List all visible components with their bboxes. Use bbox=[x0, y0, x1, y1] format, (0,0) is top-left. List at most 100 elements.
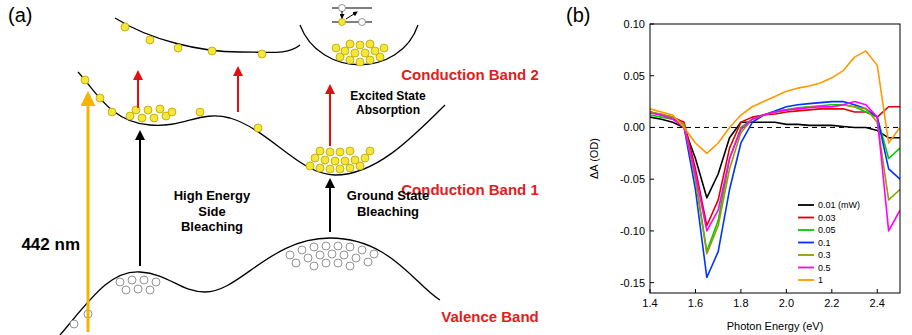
electron bbox=[336, 165, 344, 173]
series-line bbox=[650, 107, 900, 226]
hole bbox=[286, 251, 294, 259]
legend-label: 0.05 bbox=[818, 225, 836, 235]
hole bbox=[146, 286, 154, 294]
series-line bbox=[650, 102, 900, 231]
electron bbox=[208, 47, 216, 55]
y-tick bbox=[650, 75, 654, 76]
process-label-line: Excited State bbox=[350, 89, 426, 103]
band-label: Valence Band bbox=[441, 308, 539, 325]
hole bbox=[340, 251, 348, 259]
process-label: High EnergySideBleaching bbox=[174, 188, 251, 234]
legend-swatch bbox=[798, 217, 814, 219]
x-tick-label: 2.0 bbox=[779, 297, 794, 309]
electron bbox=[351, 156, 359, 164]
electron bbox=[326, 148, 334, 156]
hole bbox=[116, 278, 124, 286]
panel-label: (b) bbox=[566, 4, 590, 26]
electron bbox=[316, 164, 324, 172]
electron bbox=[254, 124, 262, 132]
hole bbox=[364, 258, 372, 266]
y-tick-label: -0.10 bbox=[620, 225, 645, 237]
inset-level bbox=[332, 8, 372, 9]
hole bbox=[310, 262, 318, 270]
legend-swatch bbox=[798, 267, 814, 269]
electron bbox=[341, 157, 349, 165]
x-tick-label: 2.4 bbox=[870, 297, 885, 309]
electron bbox=[126, 112, 134, 120]
arrow bbox=[87, 94, 90, 332]
legend-label: 0.1 bbox=[818, 238, 831, 248]
y-tick bbox=[650, 179, 654, 180]
electron bbox=[321, 156, 329, 164]
inset-arrow bbox=[346, 12, 357, 19]
hole bbox=[322, 259, 330, 267]
electron bbox=[371, 47, 379, 55]
electron bbox=[326, 165, 334, 173]
y-axis-title: ΔA (OD) bbox=[588, 138, 600, 179]
electron bbox=[174, 44, 182, 52]
plot-frame bbox=[650, 24, 900, 293]
y-tick bbox=[650, 282, 654, 283]
hole bbox=[370, 250, 378, 258]
series-line bbox=[650, 105, 900, 254]
plot-area bbox=[650, 51, 900, 278]
electron bbox=[366, 40, 374, 48]
hole bbox=[334, 242, 342, 250]
legend-label: 0.5 bbox=[818, 263, 831, 273]
y-tick-label: 0.10 bbox=[624, 18, 645, 30]
legend-swatch bbox=[798, 279, 814, 281]
x-tick-label: 1.6 bbox=[688, 297, 703, 309]
y-tick-label: -0.05 bbox=[620, 173, 645, 185]
legend: 0.01 (mW)0.030.050.10.30.51 bbox=[798, 200, 860, 285]
arrow bbox=[329, 86, 331, 146]
process-label-line: High Energy bbox=[174, 188, 251, 203]
electron bbox=[316, 147, 324, 155]
hole bbox=[122, 286, 130, 294]
conduction-band-2-curve bbox=[115, 18, 300, 52]
arrow bbox=[329, 180, 331, 232]
legend-label: 0.03 bbox=[818, 213, 836, 223]
hole bbox=[316, 251, 324, 259]
hole bbox=[140, 276, 148, 284]
electron bbox=[346, 147, 354, 155]
x-tick bbox=[831, 289, 832, 293]
electron bbox=[146, 36, 154, 44]
electron bbox=[156, 105, 164, 113]
electron bbox=[150, 114, 158, 122]
x-tick-label: 1.8 bbox=[733, 297, 748, 309]
hole bbox=[304, 254, 312, 262]
inset-hole bbox=[339, 5, 346, 12]
hole bbox=[70, 320, 78, 328]
inset-electron bbox=[339, 19, 346, 26]
arrow bbox=[139, 132, 141, 266]
electron bbox=[258, 50, 266, 58]
process-label: Ground StateBleaching bbox=[347, 188, 429, 219]
legend-swatch bbox=[798, 204, 814, 206]
y-tick-label: -0.15 bbox=[620, 277, 645, 289]
inset-level bbox=[332, 22, 372, 23]
panel-a: (a)442 nmConduction Band 2Conduction Ban… bbox=[8, 4, 539, 335]
process-label: Excited StateAbsorption bbox=[350, 89, 426, 117]
hole bbox=[352, 254, 360, 262]
y-tick-label: 0.05 bbox=[624, 70, 645, 82]
process-label-line: Absorption bbox=[356, 103, 420, 117]
hole bbox=[298, 246, 306, 254]
x-tick bbox=[786, 289, 787, 293]
series-line bbox=[650, 51, 900, 153]
legend-swatch bbox=[798, 229, 814, 231]
process-label-line: Bleaching bbox=[357, 204, 419, 219]
x-tick-label: 2.2 bbox=[824, 297, 839, 309]
electron bbox=[346, 164, 354, 172]
electron bbox=[356, 41, 364, 49]
band-label: Conduction Band 2 bbox=[401, 66, 539, 83]
process-label-line: Ground State bbox=[347, 188, 429, 203]
valence-band-curve bbox=[60, 238, 440, 335]
electron bbox=[356, 58, 364, 66]
electron bbox=[138, 114, 146, 122]
electron bbox=[168, 108, 176, 116]
electron bbox=[346, 56, 354, 64]
panel-b: (b)-0.15-0.10-0.050.000.050.101.41.61.82… bbox=[566, 4, 900, 332]
hole bbox=[152, 278, 160, 286]
x-tick bbox=[740, 289, 741, 293]
hole bbox=[292, 259, 300, 267]
